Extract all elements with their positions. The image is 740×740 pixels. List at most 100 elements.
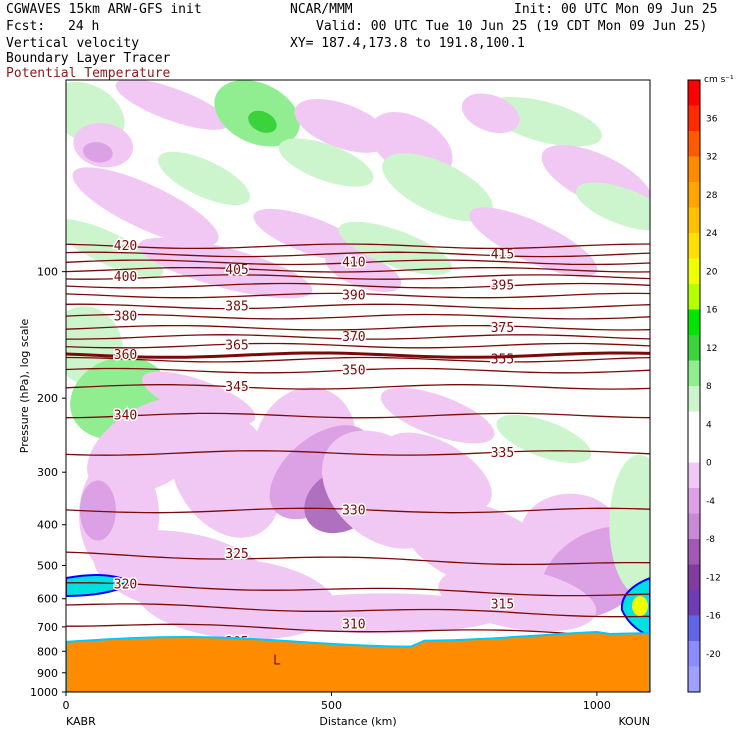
colorbar-swatch-9 xyxy=(688,309,700,336)
colorbar-swatch-3 xyxy=(688,156,700,183)
w-shading-19 xyxy=(338,221,452,275)
colorbar-swatch-11 xyxy=(688,360,700,387)
theta-label-420: 420 xyxy=(114,239,137,254)
init-time: Init: 00 UTC Mon 09 Jun 25 xyxy=(514,2,718,17)
colorbar-swatch-17 xyxy=(688,513,700,540)
tracer-plume-left xyxy=(66,574,134,598)
colorbar-label-11: -8 xyxy=(706,535,715,545)
forecast-label: Fcst: xyxy=(6,19,46,34)
colorbar-label-14: -20 xyxy=(706,650,721,660)
colorbar-label-7: 8 xyxy=(706,382,712,392)
colorbar-label-9: 0 xyxy=(706,459,712,469)
colorbar-swatch-19 xyxy=(688,564,700,591)
theta-label-340: 340 xyxy=(114,409,137,424)
theta-label-360: 360 xyxy=(114,348,137,363)
w-shading-11 xyxy=(158,151,250,206)
colorbar-swatch-13 xyxy=(688,411,700,438)
theta-contour-310 xyxy=(66,623,650,638)
x-end-station: KOUN xyxy=(618,715,650,728)
colorbar-label-0: 36 xyxy=(706,114,718,124)
field-boundary-layer-tracer: Boundary Layer Tracer xyxy=(6,51,171,66)
colorbar-swatch-12 xyxy=(688,386,700,412)
colorbar-label-2: 28 xyxy=(706,191,718,201)
colorbar-swatch-7 xyxy=(688,258,700,285)
y-tick-label-600: 600 xyxy=(37,593,58,606)
terrain-fill xyxy=(66,630,650,692)
theta-contour-320 xyxy=(66,582,650,597)
theta-contour-370 xyxy=(66,334,650,340)
y-axis-title: Pressure (hPa), log scale xyxy=(18,319,31,454)
theta-contour-350 xyxy=(66,367,650,374)
w-shading-12 xyxy=(278,138,374,187)
low-marker: L xyxy=(273,653,281,668)
theta-contour-410 xyxy=(66,259,650,266)
theta-label-335: 335 xyxy=(491,446,514,461)
colorbar-label-3: 24 xyxy=(706,229,718,239)
theta-contour-340 xyxy=(66,412,650,419)
colorbar-swatch-15 xyxy=(688,462,700,489)
w-shading-1 xyxy=(115,80,229,130)
org-label: NCAR/MMM xyxy=(290,2,353,17)
theta-contour-415 xyxy=(66,251,650,258)
w-shading-39 xyxy=(264,593,505,634)
theta-contour-405 xyxy=(66,266,650,273)
y-tick-label-100: 100 xyxy=(37,266,58,279)
theta-label-380: 380 xyxy=(114,310,137,325)
plot-frame xyxy=(65,79,651,693)
w-shading-10 xyxy=(72,167,219,246)
theta-label-365: 365 xyxy=(225,339,248,354)
colorbar-swatch-16 xyxy=(688,488,700,514)
x-tick-label-0: 0 xyxy=(63,699,70,712)
colorbar-swatch-23 xyxy=(688,666,700,693)
colorbar-swatch-14 xyxy=(688,437,700,463)
theta-contour-390 xyxy=(66,292,650,299)
y-tick-label-200: 200 xyxy=(37,392,58,405)
theta-contour-385 xyxy=(66,303,650,310)
valid-time: Valid: 00 UTC Tue 10 Jun 25 (19 CDT Mon … xyxy=(316,19,708,34)
theta-label-410: 410 xyxy=(342,255,365,270)
w-shading-3 xyxy=(248,110,277,133)
y-tick-label-900: 900 xyxy=(37,667,58,680)
colorbar-label-13: -16 xyxy=(706,612,721,622)
theta-label-400: 400 xyxy=(114,270,137,285)
colorbar-swatch-4 xyxy=(688,182,700,208)
w-shading-32 xyxy=(383,432,492,512)
theta-contour-335 xyxy=(66,450,650,456)
theta-label-370: 370 xyxy=(342,330,365,345)
colorbar-frame xyxy=(687,79,701,693)
theta-label-330: 330 xyxy=(342,503,365,518)
colorbar-label-5: 16 xyxy=(706,306,718,316)
colorbar-swatch-1 xyxy=(688,105,700,132)
theta-contour-395 xyxy=(66,282,650,289)
colorbar-swatch-18 xyxy=(688,539,700,565)
y-tick-label-1000: 1000 xyxy=(30,686,58,699)
colorbar-swatch-21 xyxy=(688,615,700,642)
w-shading-17 xyxy=(253,208,367,263)
theta-label-320: 320 xyxy=(114,578,137,593)
w-shading-18 xyxy=(469,207,598,277)
theta-contour-380 xyxy=(66,313,650,320)
cross-section-endpoints: XY= 187.4,173.8 to 191.8,100.1 xyxy=(290,36,525,51)
w-shading-16 xyxy=(66,219,164,278)
x-tick-label-500: 500 xyxy=(321,699,342,712)
theta-label-390: 390 xyxy=(342,289,365,304)
w-shading-36 xyxy=(609,454,650,595)
colorbar-label-6: 12 xyxy=(706,344,717,354)
field-potential-temperature: Potential Temperature xyxy=(6,66,171,81)
theta-label-385: 385 xyxy=(225,299,248,314)
w-shading-7 xyxy=(461,93,520,134)
theta-contour-355 xyxy=(66,356,650,363)
w-shading-27 xyxy=(169,406,281,538)
colorbar-label-12: -12 xyxy=(706,573,721,583)
colorbar-swatch-10 xyxy=(688,335,700,361)
w-shading-26 xyxy=(79,480,116,541)
x-tick-label-1000: 1000 xyxy=(583,699,611,712)
theta-label-375: 375 xyxy=(491,321,514,336)
theta-contour-420 xyxy=(66,243,650,250)
colorbar-swatch-22 xyxy=(688,641,700,667)
y-tick-label-400: 400 xyxy=(37,519,58,532)
colorbar-label-1: 32 xyxy=(706,153,717,163)
colorbar-swatch-5 xyxy=(688,207,700,234)
colorbar-label-4: 20 xyxy=(706,267,718,277)
theta-contour-375 xyxy=(66,324,650,331)
